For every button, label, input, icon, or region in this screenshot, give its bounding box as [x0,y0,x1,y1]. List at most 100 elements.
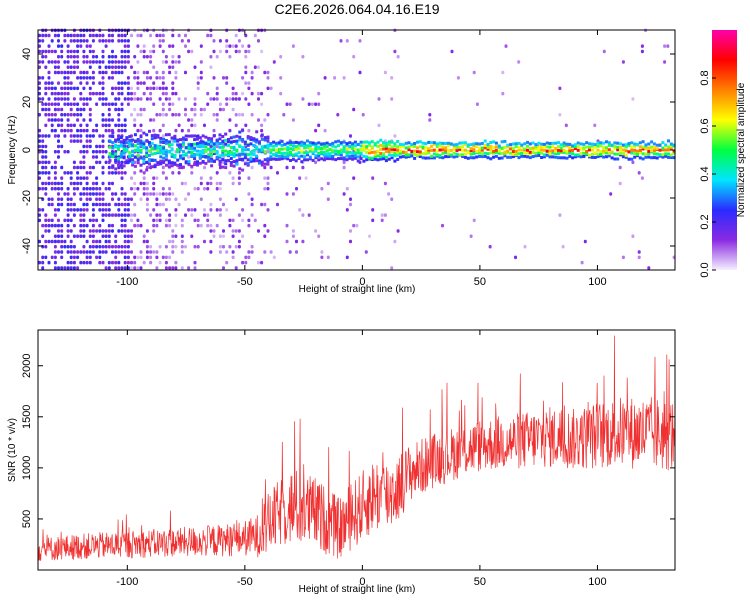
heatmap-cell [50,202,54,207]
heatmap-cell [114,155,118,159]
heatmap-cell [605,149,608,153]
heatmap-cell [60,107,64,112]
heatmap-cell [605,146,608,150]
heatmap-cell [145,139,149,143]
heatmap-cell [206,181,210,186]
heatmap-cell [120,107,124,112]
heatmap-cell [139,49,143,54]
heatmap-cell [131,154,135,158]
heatmap-cell [117,213,121,217]
heatmap-cell [133,213,137,217]
heatmap-cell [168,213,172,217]
heatmap-cell [95,160,99,165]
heatmap-cell [421,152,425,156]
heatmap-cell [526,155,529,159]
heatmap-cell [238,158,242,161]
heatmap-cell [204,142,208,146]
heatmap-cell [602,145,606,149]
heatmap-cell [664,148,668,152]
heatmap-cell [79,113,83,117]
heatmap-cell [88,165,92,170]
heatmap-cell [149,260,153,265]
heatmap-cell [215,156,219,159]
heatmap-cell [531,155,535,159]
heatmap-cell [368,151,371,155]
heatmap-cell [107,229,111,233]
heatmap-cell [63,76,67,80]
heatmap-cell [177,202,181,207]
heatmap-cell [184,152,188,156]
heatmap-cell [246,136,250,140]
heatmap-cell [317,91,321,96]
heatmap-cell [69,250,73,254]
heatmap-cell [149,55,153,59]
heatmap-cell [156,146,160,150]
heatmap-cell [136,161,140,165]
heatmap-cell [69,70,73,75]
heatmap-cell [269,151,273,155]
heatmap-cell [126,255,130,260]
heatmap-cell [101,76,105,80]
heatmap-cell [348,154,352,158]
heatmap-cell [170,152,174,156]
heatmap-cell [114,266,118,270]
heatmap-cell [156,135,160,139]
heatmap-cell [69,260,73,265]
heatmap-cell [237,176,241,180]
heatmap-cell [489,141,493,144]
heatmap-cell [297,143,301,147]
heatmap-cell [57,250,60,254]
heatmap-cell [328,154,332,158]
heatmap-cell [180,218,184,223]
heatmap-cell [480,146,484,150]
heatmap-cell [107,65,111,69]
heatmap-cell [53,60,57,64]
heatmap-cell [255,138,259,142]
heatmap-cell [456,76,460,80]
heatmap-cell [47,60,51,64]
heatmap-cell [317,151,321,155]
heatmap-cell [201,155,205,159]
heatmap-cell [155,70,159,75]
heatmap-cell [602,149,606,153]
heatmap-cell [152,44,156,48]
heatmap-cell [117,202,121,207]
heatmap-cell [438,141,442,145]
heatmap-cell [379,143,383,147]
heatmap-cell [76,165,80,170]
heatmap-cell [537,141,541,145]
heatmap-cell [534,143,538,147]
heatmap-cell [500,146,504,150]
heatmap-cell [41,150,45,154]
heatmap-cell [212,113,216,117]
heatmap-cell [323,128,327,133]
heatmap-cell [672,156,676,160]
heatmap-cell [664,154,668,158]
heatmap-cell [126,86,130,91]
heatmap-cell [351,143,355,147]
heatmap-cell [323,76,327,80]
heatmap-cell [168,102,172,106]
heatmap-cell [72,255,76,260]
heatmap-cell [225,102,229,106]
heatmap-cell [173,136,177,140]
heatmap-cell [176,163,180,167]
heatmap-cell [407,145,411,149]
heatmap-cell [136,60,140,64]
heatmap-cell [399,149,402,153]
heatmap-cell [199,113,203,117]
heatmap-cell [306,158,309,162]
heatmap-cell [640,176,644,180]
heatmap-cell [593,143,597,147]
heatmap-cell [111,70,114,75]
heatmap-cell [542,142,546,146]
heatmap-cell [517,152,521,156]
heatmap-cell [187,155,191,159]
heatmap-cell [98,239,102,244]
heatmap-cell [177,123,181,128]
heatmap-cell [247,102,251,106]
heatmap-cell [212,128,216,133]
heatmap-cell [60,113,64,117]
heatmap-cell [212,152,216,155]
heatmap-cell [582,142,586,146]
